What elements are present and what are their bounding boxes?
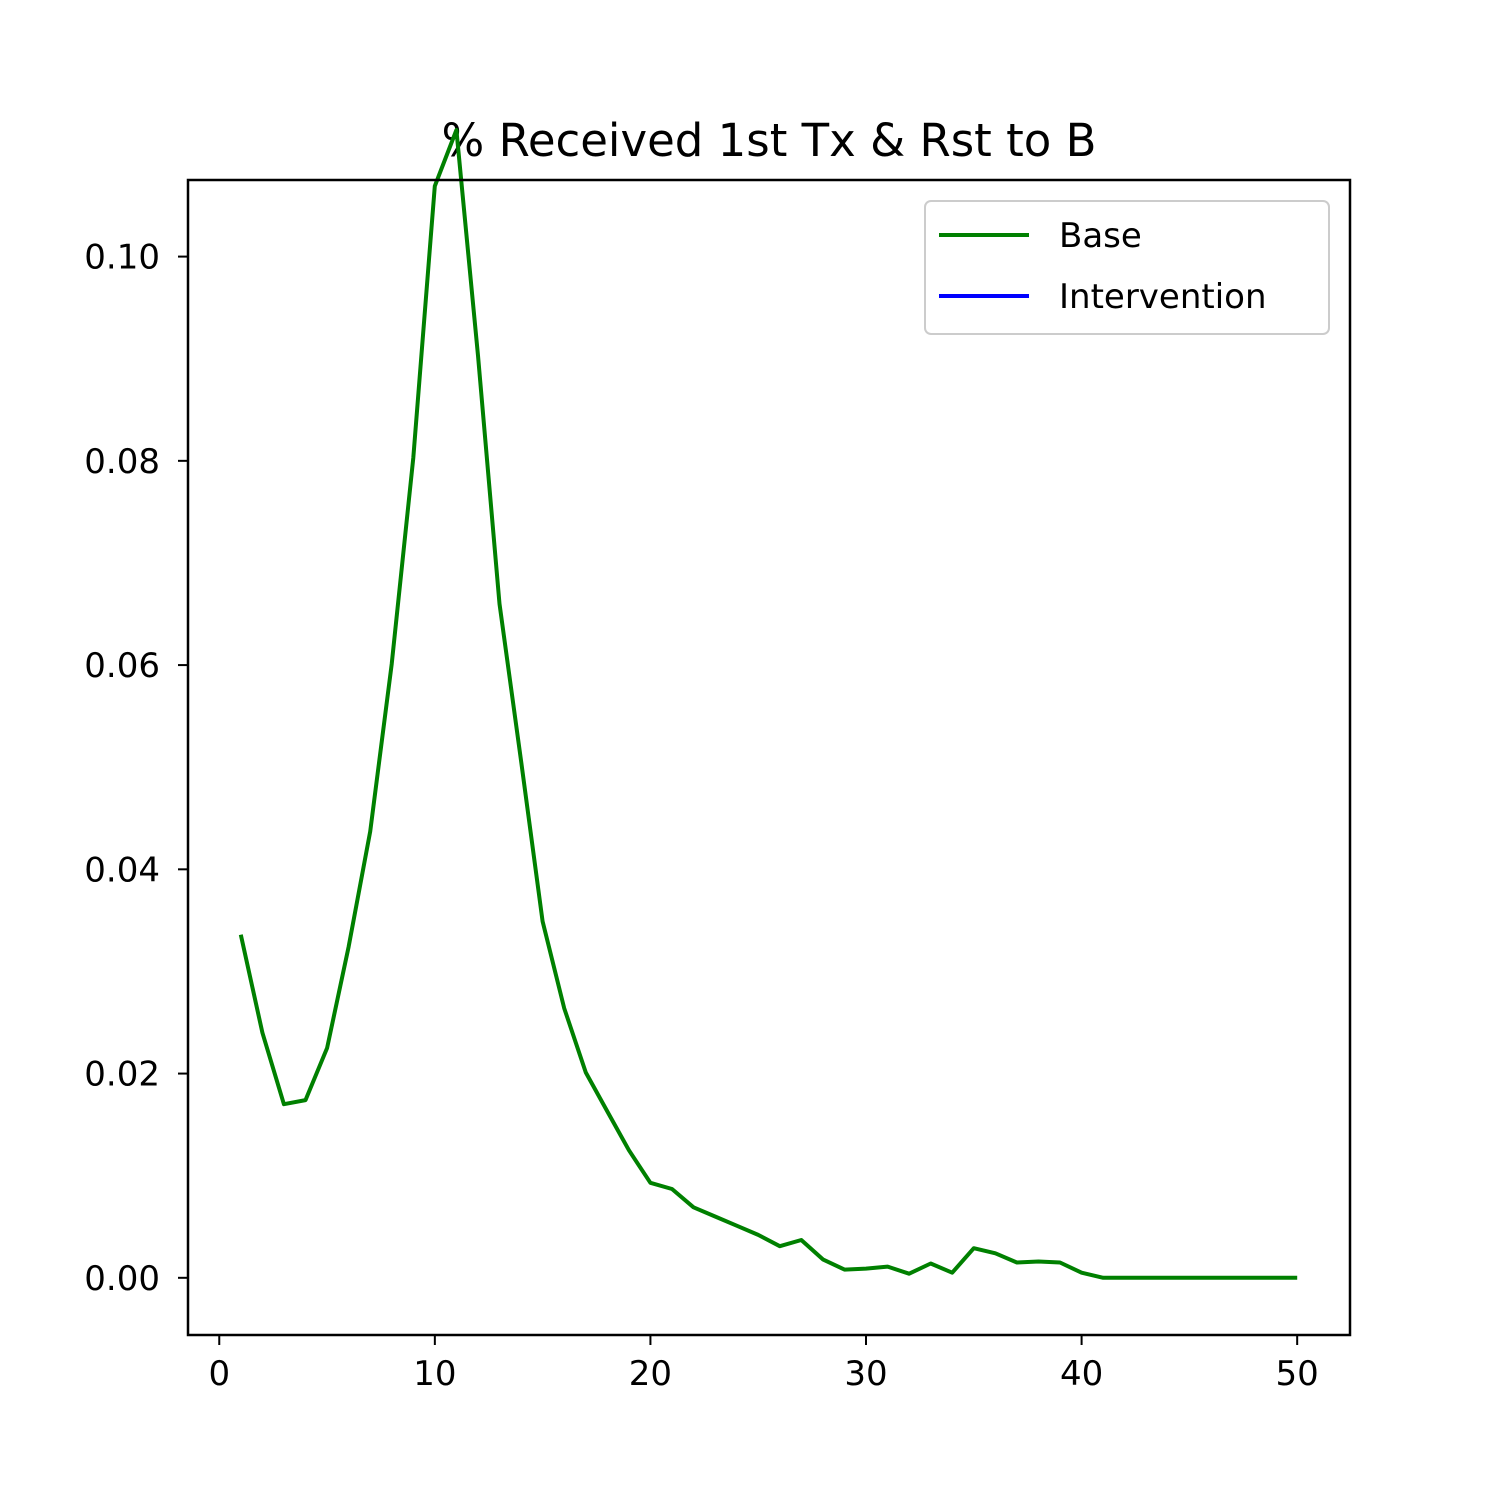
legend-label-intervention: Intervention <box>1059 277 1267 317</box>
y-tick-label: 0.08 <box>84 442 160 482</box>
series-line-base <box>238 128 1298 1280</box>
y-axis: 0.00 0.02 0.04 0.06 0.08 0.10 <box>84 238 188 1299</box>
plot-area <box>238 128 1298 1280</box>
chart-title: % Received 1st Tx & Rst to B <box>442 114 1097 167</box>
x-axis: 0 10 20 30 40 50 <box>208 1335 1319 1394</box>
x-tick-label: 30 <box>844 1354 887 1394</box>
y-tick-label: 0.00 <box>84 1259 160 1299</box>
x-tick-label: 20 <box>629 1354 672 1394</box>
x-tick-label: 0 <box>208 1354 230 1394</box>
y-tick-label: 0.04 <box>84 850 160 890</box>
axes-frame <box>186 178 1352 1337</box>
x-tick-label: 40 <box>1060 1354 1103 1394</box>
legend-label-base: Base <box>1059 216 1142 256</box>
legend: Base Intervention <box>924 200 1330 335</box>
x-tick-label: 50 <box>1276 1354 1319 1394</box>
x-tick-label: 10 <box>413 1354 456 1394</box>
y-tick-label: 0.02 <box>84 1055 160 1095</box>
y-tick-label: 0.10 <box>84 238 160 278</box>
y-tick-label: 0.06 <box>84 646 160 686</box>
